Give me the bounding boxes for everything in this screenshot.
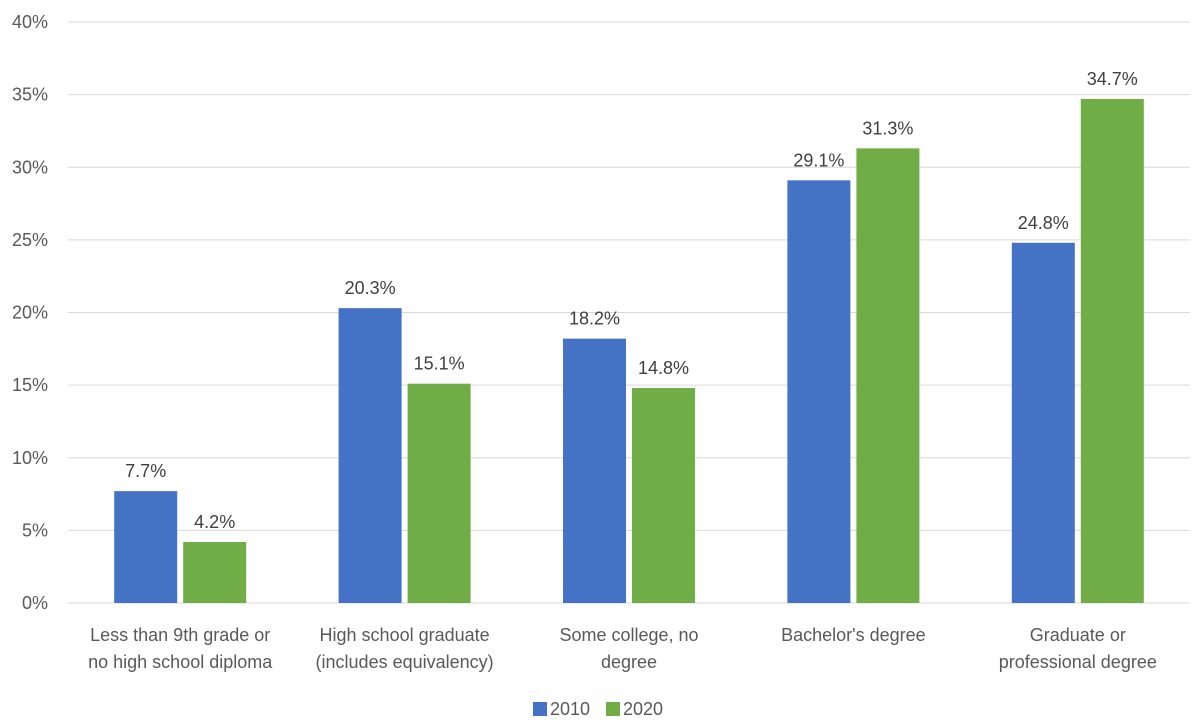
category-label-2-line-0: Some college, no xyxy=(559,625,698,645)
data-label-2020-4: 34.7% xyxy=(1087,69,1138,89)
y-tick-label-35: 35% xyxy=(12,85,48,105)
y-tick-label-5: 5% xyxy=(22,520,48,540)
bar-2020-4 xyxy=(1080,98,1144,604)
legend: 2010 2020 xyxy=(533,699,663,719)
data-label-2010-1: 20.3% xyxy=(345,278,396,298)
legend-swatch-2020 xyxy=(606,702,620,716)
bar-2020-3 xyxy=(856,148,920,603)
category-label-3-line-0: Bachelor's degree xyxy=(781,625,926,645)
data-label-2020-0: 4.2% xyxy=(194,512,235,532)
bar-2010-1 xyxy=(338,308,402,603)
data-label-2020-2: 14.8% xyxy=(638,358,689,378)
bar-2010-0 xyxy=(114,491,178,603)
data-label-2010-2: 18.2% xyxy=(569,309,620,329)
x-axis-category-labels: Less than 9th grade or no high school dip… xyxy=(88,625,1157,672)
data-labels: 7.7% 4.2% 20.3% 15.1% 18.2% 14.8% 29.1% 31.3% 24… xyxy=(125,69,1138,532)
y-tick-label-30: 30% xyxy=(12,157,48,177)
bar-2010-4 xyxy=(1011,242,1075,603)
bar-2010-2 xyxy=(563,338,626,603)
bar-2020-0 xyxy=(183,541,247,603)
data-label-2010-4: 24.8% xyxy=(1018,213,1069,233)
y-axis-tick-labels: 0% 5% 10% 15% 20% 25% 30% 35% 40% xyxy=(12,12,48,613)
y-tick-label-25: 25% xyxy=(12,230,48,250)
y-tick-label-15: 15% xyxy=(12,375,48,395)
legend-label-2010: 2010 xyxy=(550,699,590,719)
legend-swatch-2010 xyxy=(533,702,547,716)
category-label-0-line-1: no high school diploma xyxy=(88,652,273,672)
y-tick-label-20: 20% xyxy=(12,303,48,323)
category-label-1-line-1: (includes equivalency) xyxy=(316,652,494,672)
data-label-2010-3: 29.1% xyxy=(793,150,844,170)
y-tick-label-40: 40% xyxy=(12,12,48,32)
category-label-1-line-0: High school graduate xyxy=(320,625,490,645)
data-label-2020-3: 31.3% xyxy=(862,118,913,138)
bar-2020-2 xyxy=(632,388,695,603)
bar-2020-1 xyxy=(407,383,471,603)
category-label-4-line-1: professional degree xyxy=(999,652,1157,672)
category-label-0-line-0: Less than 9th grade or xyxy=(90,625,270,645)
y-tick-label-10: 10% xyxy=(12,448,48,468)
category-label-4-line-0: Graduate or xyxy=(1030,625,1126,645)
y-tick-label-0: 0% xyxy=(22,593,48,613)
gridlines xyxy=(68,21,1190,604)
legend-label-2020: 2020 xyxy=(623,699,663,719)
data-label-2020-1: 15.1% xyxy=(414,354,465,374)
data-label-2010-0: 7.7% xyxy=(125,461,166,481)
category-label-2-line-1: degree xyxy=(601,652,657,672)
bars xyxy=(114,98,1144,604)
bar-2010-3 xyxy=(787,180,851,603)
